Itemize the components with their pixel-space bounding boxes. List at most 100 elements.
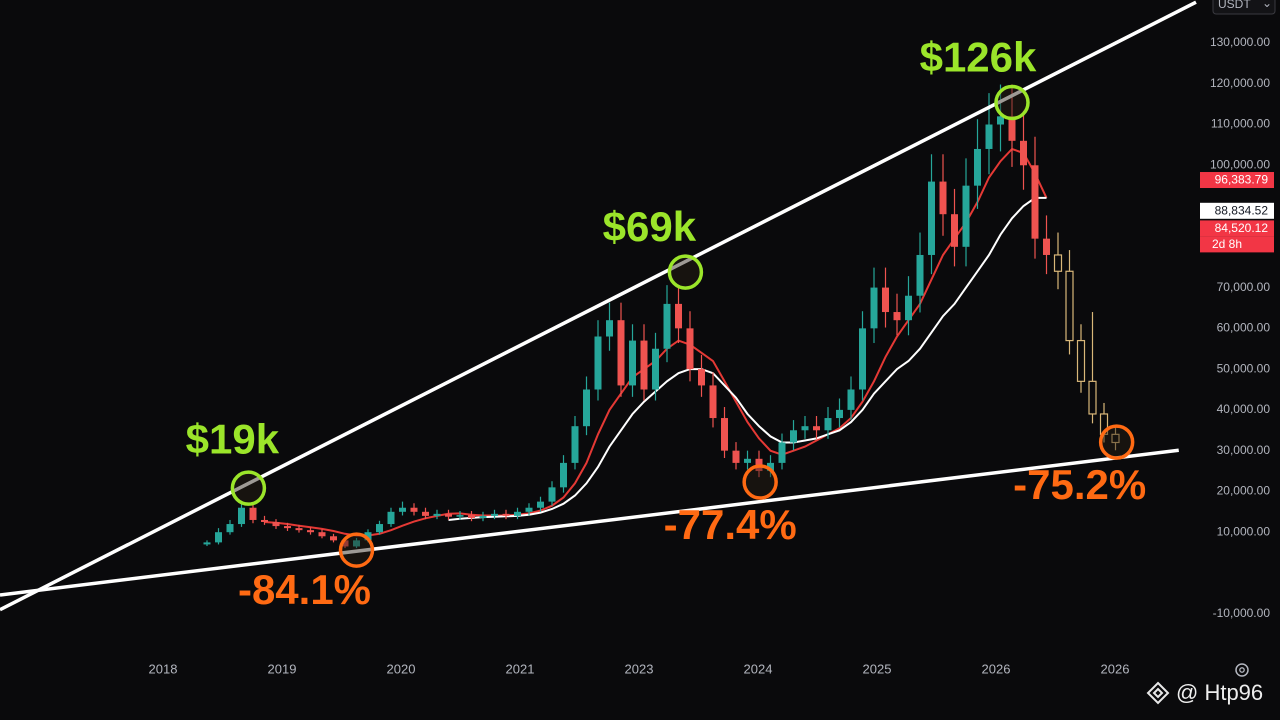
candle-body	[801, 426, 809, 431]
candle	[295, 524, 303, 533]
candle	[226, 519, 234, 535]
candle-body	[433, 513, 441, 516]
gear-hub	[1239, 667, 1245, 673]
candle-body	[1053, 254, 1063, 272]
candle-body	[939, 181, 947, 215]
candle-body	[882, 287, 889, 313]
price-label-box	[1200, 202, 1274, 219]
candle	[215, 528, 222, 545]
candle-body	[778, 442, 786, 463]
candle-body	[813, 426, 820, 431]
candle-body	[698, 369, 705, 386]
candle-body	[824, 418, 832, 431]
candle	[537, 496, 544, 512]
candle	[606, 302, 613, 351]
candle-body	[721, 418, 728, 451]
candle	[675, 285, 682, 344]
candle	[261, 515, 268, 525]
logo-inner	[1152, 687, 1164, 699]
candle-body	[376, 524, 383, 533]
annotation-circle	[667, 254, 704, 290]
annotation-label: -84.1%	[238, 566, 371, 613]
currency-button[interactable]	[1212, 0, 1276, 15]
candle-body	[606, 320, 613, 337]
candle-body	[525, 507, 533, 512]
candle-body	[272, 522, 280, 527]
candle-body	[422, 511, 429, 516]
candle	[882, 267, 889, 328]
gear[interactable]	[1235, 663, 1249, 677]
candle-body	[905, 295, 912, 321]
candle	[617, 302, 625, 397]
price-label: 88,834.52	[1215, 203, 1269, 217]
candle	[1065, 250, 1074, 355]
candle	[433, 509, 441, 520]
candle	[445, 509, 452, 520]
candle	[307, 527, 314, 535]
currency-caret: ⌄	[1262, 0, 1272, 10]
y-tick-label: 50,000.00	[1217, 361, 1271, 375]
candle	[663, 285, 671, 363]
candle-body	[997, 116, 1004, 125]
annotation-label: $126k	[920, 34, 1037, 81]
annotation-label: -77.4%	[664, 501, 797, 548]
candle-body	[836, 409, 843, 419]
price-axis: 130,000.00 120,000.00 110,000.00 100,000.00…	[149, 35, 1274, 676]
candle	[824, 407, 832, 439]
candle	[422, 507, 429, 520]
candle-body	[951, 214, 958, 247]
candle	[1053, 232, 1063, 290]
candle-body	[468, 515, 475, 518]
candle	[330, 533, 337, 543]
candle	[594, 320, 602, 401]
currency-box[interactable]: USDT ⌄	[1212, 0, 1276, 15]
candle	[479, 511, 487, 522]
candle-body	[215, 532, 222, 543]
candle	[284, 522, 291, 531]
candle	[456, 510, 464, 520]
candle	[353, 537, 360, 549]
candle-body	[985, 124, 993, 149]
candle	[318, 529, 326, 539]
x-tick-label: 2026	[1101, 661, 1130, 676]
candle-body	[744, 458, 751, 463]
candle	[1043, 215, 1050, 275]
x-tick-label: 2024	[744, 661, 773, 676]
logo-diamond	[1146, 681, 1170, 705]
settings-icon[interactable]	[1235, 663, 1249, 677]
candle-body	[1043, 238, 1050, 255]
candle	[790, 420, 797, 451]
annotation-label: -75.2%	[1013, 461, 1146, 508]
candle-body	[261, 519, 268, 523]
candle	[801, 416, 809, 439]
candle-body	[663, 303, 671, 349]
candle	[847, 376, 855, 420]
candle-body	[537, 501, 544, 508]
annotation-label: $69k	[603, 203, 697, 250]
moving-average	[448, 196, 1047, 521]
currency-label: USDT	[1218, 0, 1251, 11]
candle	[203, 540, 211, 547]
candle-body	[594, 336, 602, 390]
candle-body	[1076, 339, 1086, 382]
candle-body	[238, 507, 245, 525]
candle-body	[870, 287, 878, 329]
candle-body	[445, 513, 452, 517]
candle	[836, 398, 843, 428]
candle-body	[571, 426, 579, 463]
candle	[1008, 84, 1016, 167]
candle	[272, 519, 280, 529]
candle	[1031, 136, 1039, 259]
x-tick-label: 2020	[387, 661, 416, 676]
candle	[721, 407, 728, 458]
y-tick-label: 70,000.00	[1217, 280, 1271, 294]
candle	[939, 154, 947, 236]
candle-body	[916, 254, 924, 296]
candle-body	[307, 530, 314, 533]
x-tick-label: 2018	[149, 661, 178, 676]
watermark: @ Htp96	[1146, 680, 1263, 705]
y-tick-label: 60,000.00	[1217, 321, 1271, 335]
candle-body	[859, 328, 866, 390]
candle-body	[1008, 116, 1016, 141]
